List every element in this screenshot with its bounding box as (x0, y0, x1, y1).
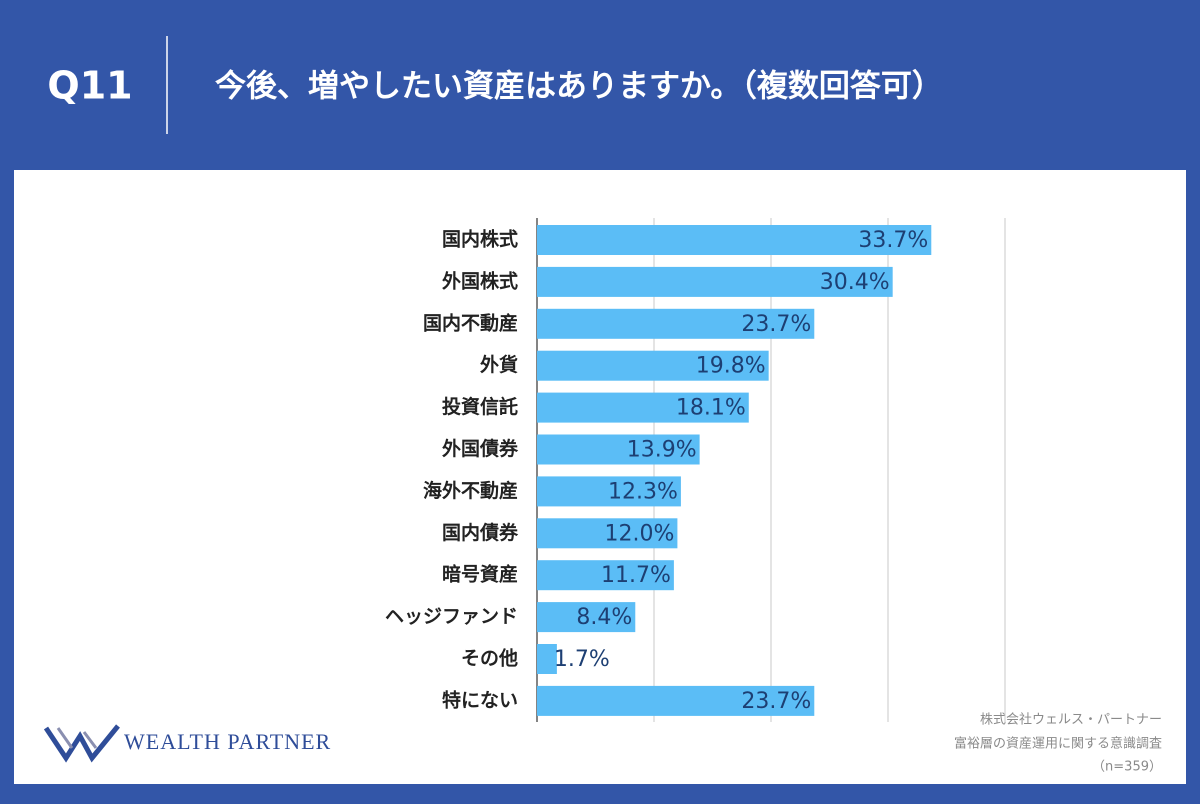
chart-title: 今後、増やしたい資産はありますか。（複数回答可） (215, 69, 943, 105)
footer-sample: （n=359） (1092, 760, 1162, 775)
bar (537, 392, 749, 423)
bar (537, 476, 681, 507)
logo: Wealth Partner (43, 724, 331, 763)
value-label: 12.3% (608, 479, 678, 504)
value-label: 19.8% (696, 354, 766, 379)
category-label: その他 (461, 647, 518, 670)
logo-text: Wealth Partner (124, 729, 331, 754)
bar (537, 644, 557, 674)
value-label: 12.0% (605, 521, 675, 546)
category-label: 暗号資産 (442, 563, 518, 586)
category-label: ヘッジファンド (385, 606, 518, 628)
category-label: 外貨 (480, 353, 518, 376)
category-label: 国内債券 (442, 521, 519, 544)
category-label: 国内不動産 (423, 311, 518, 334)
value-label: 23.7% (741, 689, 811, 714)
bar (537, 602, 636, 633)
bar (537, 266, 893, 297)
category-label: 国内株式 (442, 228, 518, 251)
category-label: 外国株式 (442, 269, 518, 292)
footer-company: 株式会社ウェルス・パートナー (980, 712, 1162, 728)
value-label: 1.7% (554, 647, 610, 672)
value-label: 18.1% (676, 396, 746, 421)
value-label: 8.4% (576, 605, 632, 630)
bar (537, 225, 932, 255)
category-label: 投資信託 (442, 395, 518, 418)
logo-mark (43, 724, 120, 763)
logo-mark-accent (56, 727, 98, 749)
bar (537, 518, 678, 549)
value-label: 11.7% (601, 563, 671, 588)
value-label: 23.7% (741, 312, 811, 337)
category-label: 外国債券 (442, 437, 519, 460)
bar (537, 350, 769, 381)
bar (537, 434, 700, 465)
question-number: Q11 (47, 64, 132, 108)
category-label: 海外不動産 (423, 479, 518, 502)
value-label: 33.7% (858, 228, 928, 253)
value-label: 13.9% (627, 438, 697, 463)
footer-survey: 富裕層の資産運用に関する意識調査 (954, 736, 1162, 752)
bar (537, 685, 815, 716)
category-label: 特にない (442, 689, 518, 711)
bar (537, 308, 815, 339)
value-label: 30.4% (820, 270, 890, 295)
bar (537, 560, 674, 591)
